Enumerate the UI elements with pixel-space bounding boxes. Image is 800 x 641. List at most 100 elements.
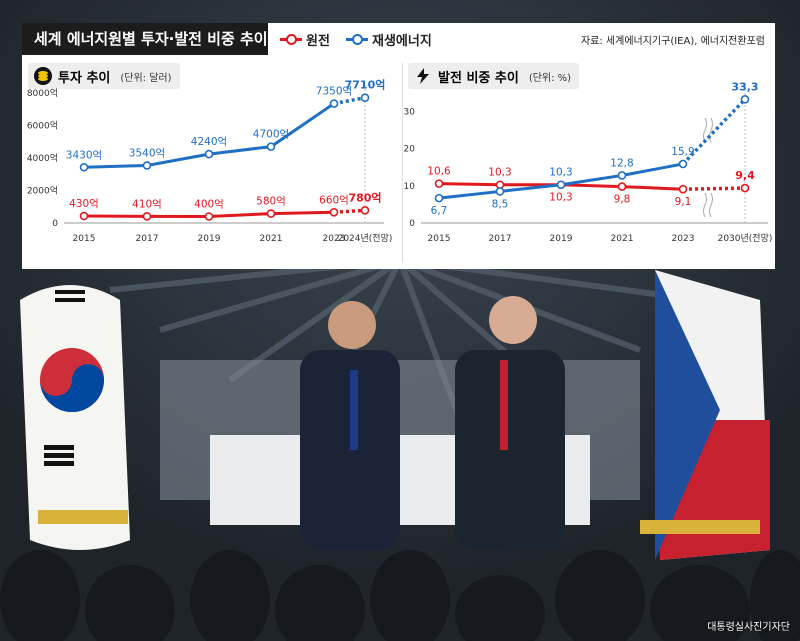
data-label: 33,3 [731, 80, 758, 93]
data-point [495, 187, 505, 196]
data-point [79, 211, 89, 221]
data-label: 400억 [194, 199, 224, 211]
legend-nuclear-marker [280, 34, 302, 45]
data-label: 4700억 [253, 129, 289, 141]
data-label: 660억 [319, 194, 349, 206]
data-label: 9,8 [614, 194, 631, 206]
generation-unit: (단위: %) [528, 72, 572, 84]
data-label: 580억 [256, 196, 286, 208]
y-tick-label: 10 [404, 182, 416, 192]
data-point [79, 162, 89, 172]
data-point [360, 206, 370, 215]
data-label: 15,9 [671, 146, 694, 158]
source-note: 자료: 세계에너지기구(IEA), 에너지전환포럼 [580, 36, 765, 47]
x-tick-label: 2017 [489, 234, 512, 244]
data-point [556, 180, 566, 190]
x-tick-label: 2017 [136, 234, 159, 244]
data-point [329, 99, 339, 108]
x-tick-label: 2021 [611, 234, 634, 244]
data-point [266, 142, 276, 151]
x-tick-label: 2030년(전망) [718, 233, 773, 244]
data-label: 9,1 [675, 196, 692, 208]
y-tick-label: 6000억 [27, 120, 58, 132]
investment-subtitle: 투자 추이 (단위: 달러) [28, 63, 180, 89]
data-label: 12,8 [610, 157, 633, 169]
x-tick-label: 2015 [73, 234, 96, 244]
data-label: 430억 [69, 198, 99, 210]
data-label: 10,3 [488, 167, 511, 179]
investment-unit: (단위: 달러) [120, 72, 172, 84]
legend-item-nuclear: 원전 [280, 23, 330, 55]
lightning-icon [417, 68, 429, 84]
data-label: 4240억 [191, 136, 227, 148]
data-point [740, 95, 750, 104]
x-tick-label: 2021 [260, 234, 283, 244]
person-right [455, 296, 565, 550]
y-tick-label: 30 [404, 108, 416, 118]
data-point [329, 207, 339, 217]
data-point [740, 183, 750, 193]
y-tick-label: 0 [52, 219, 58, 229]
y-tick-label: 8000억 [27, 87, 58, 99]
series-projection-renewable [681, 98, 747, 166]
x-tick-label: 2015 [428, 234, 451, 244]
coin-stack-icon [34, 67, 52, 85]
y-tick-label: 0 [409, 219, 415, 229]
person-left [300, 301, 400, 550]
axis-break-marker [703, 117, 713, 143]
data-label: 780억 [348, 191, 381, 204]
data-point [617, 171, 627, 180]
series-projection-nuclear [682, 186, 746, 191]
data-point [142, 212, 152, 221]
data-point [266, 209, 276, 218]
data-label: 9,4 [735, 169, 755, 182]
data-label: 6,7 [431, 205, 448, 217]
data-point [204, 212, 214, 221]
legend-nuclear-label: 원전 [306, 33, 330, 49]
y-tick-label: 2000억 [27, 185, 58, 197]
legend-item-renewable: 재생에너지 [346, 23, 432, 55]
generation-title: 발전 비중 추이 [438, 70, 519, 86]
data-point [678, 159, 688, 169]
data-point [434, 193, 444, 203]
data-label: 7710억 [345, 79, 386, 92]
data-label: 8,5 [492, 198, 509, 210]
legend-renewable-marker [346, 34, 368, 45]
data-label: 3540억 [129, 147, 165, 159]
legend-renewable-label: 재생에너지 [372, 33, 432, 49]
x-tick-label: 2024년(전망) [338, 233, 393, 244]
infographic-panel: 세계 에너지원별 투자·발전 비중 추이 원전 재생에너지 자료: 세계에너지기… [22, 23, 775, 269]
data-label: 410억 [132, 198, 162, 210]
axis-break-marker [703, 192, 713, 218]
investment-chart: 0 2000억 4000억 6000억 8000억 2015 2017 2019 2021 202… [27, 79, 393, 244]
data-label: 10,6 [427, 166, 451, 178]
data-label: 10,3 [549, 192, 572, 204]
x-tick-label: 2023 [672, 234, 695, 244]
czech-flag [640, 270, 770, 560]
data-label: 7350억 [316, 86, 352, 98]
x-tick-label: 2019 [550, 234, 573, 244]
data-point [434, 179, 444, 188]
data-point [678, 184, 688, 194]
x-tick-label: 2019 [198, 234, 221, 244]
investment-title: 투자 추이 [58, 70, 111, 86]
header: 세계 에너지원별 투자·발전 비중 추이 원전 재생에너지 자료: 세계에너지기… [22, 23, 775, 55]
data-point [360, 93, 370, 103]
data-label: 10,3 [549, 167, 572, 179]
generation-subtitle: 발전 비중 추이 (단위: %) [408, 63, 580, 89]
generation-chart: 0 10 20 30 2015 2017 2019 2021 2023 2030년(전망) 10,6… [404, 80, 773, 244]
main-title: 세계 에너지원별 투자·발전 비중 추이 [22, 23, 268, 55]
x-tick-label: 2023 [323, 234, 346, 244]
audience [0, 550, 800, 641]
korean-flag [20, 285, 130, 550]
series-projection-nuclear [333, 208, 366, 215]
data-point [617, 182, 627, 191]
panel-divider [402, 63, 403, 263]
data-point [142, 161, 152, 170]
data-label: 3430억 [66, 149, 102, 161]
photo-credit: 대통령실사진기자단 [707, 622, 790, 633]
y-tick-label: 20 [404, 145, 416, 155]
y-tick-label: 4000억 [27, 152, 58, 164]
data-point [204, 149, 214, 159]
series-projection-renewable [333, 95, 366, 106]
